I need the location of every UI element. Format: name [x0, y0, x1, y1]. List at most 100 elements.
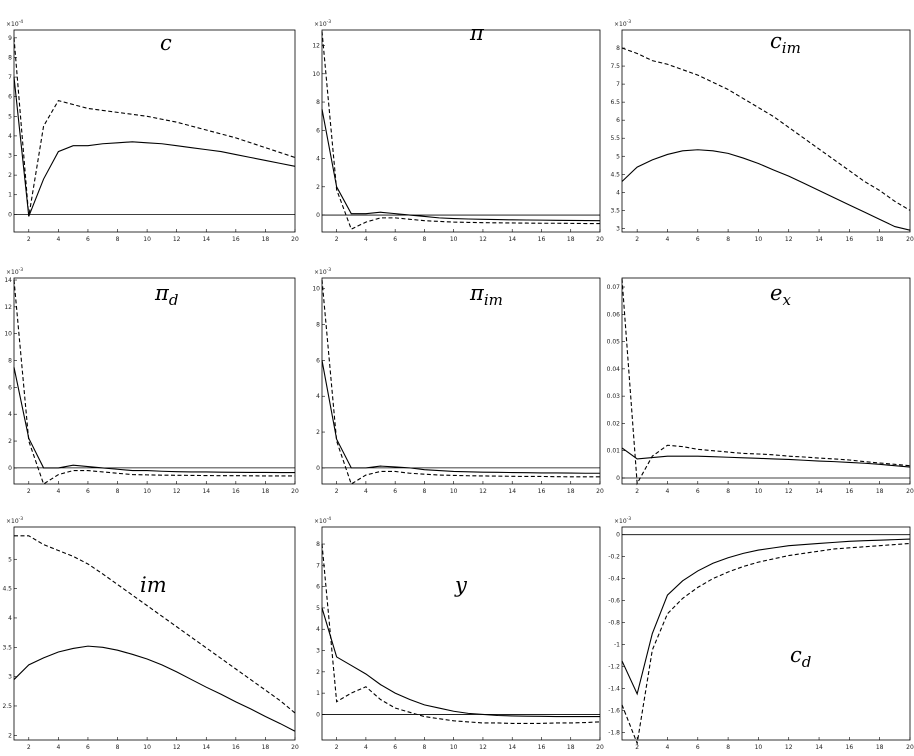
y-tick-label: 0: [316, 465, 320, 472]
x-tick-label: 20: [906, 236, 914, 243]
y-tick-label: -0.8: [608, 620, 620, 627]
multiplier-base: ×10: [6, 21, 19, 28]
x-tick-label: 12: [785, 488, 793, 495]
plot-frame: [13, 277, 296, 485]
x-tick-label: 18: [262, 236, 270, 243]
y-tick-label: -0.6: [608, 598, 620, 605]
x-tick-label: 12: [173, 744, 181, 751]
x-tick-label: 18: [876, 744, 884, 751]
y-tick-label: 0: [8, 211, 12, 218]
x-tick-label: 16: [232, 488, 240, 495]
y-tick-label: 6: [616, 117, 620, 124]
x-tick-label: 14: [202, 744, 210, 751]
x-tick-label: 10: [143, 744, 151, 751]
x-tick-label: 16: [538, 488, 546, 495]
x-tick-label: 2: [335, 236, 339, 243]
plot-frame: [621, 277, 911, 485]
x-tick-label: 4: [364, 488, 368, 495]
x-tick-label: 20: [291, 236, 299, 243]
x-tick-label: 6: [696, 488, 700, 495]
y-tick-label: 5.5: [610, 135, 620, 142]
y-tick-label: 5: [8, 556, 12, 563]
x-tick-label: 8: [726, 488, 730, 495]
x-tick-label: 10: [143, 488, 151, 495]
x-tick-label: 12: [479, 488, 487, 495]
panel-title: y: [454, 573, 468, 597]
series-line: [321, 360, 600, 474]
x-tick-label: 6: [86, 236, 90, 243]
x-tick-label: 16: [232, 744, 240, 751]
x-tick-label: 6: [393, 488, 397, 495]
multiplier-exponent: -3: [627, 516, 632, 522]
x-tick-label: 16: [538, 236, 546, 243]
x-tick-label: 12: [785, 744, 793, 751]
y-tick-label: 6: [316, 584, 320, 591]
multiplier-exponent: -3: [19, 267, 24, 273]
y-tick-label: 0: [316, 711, 320, 718]
x-tick-label: 20: [596, 236, 604, 243]
title-main: π: [469, 281, 485, 305]
y-tick-label: 12: [4, 304, 12, 311]
y-tick-label: 10: [312, 286, 320, 293]
multiplier-exponent: -3: [327, 19, 332, 25]
series-line: [621, 538, 911, 696]
y-tick-label: 9: [8, 35, 12, 42]
x-tick-label: 14: [202, 488, 210, 495]
y-tick-label: 2: [8, 438, 12, 445]
title-main: c: [770, 29, 782, 53]
x-tick-label: 20: [906, 744, 914, 751]
x-tick-label: 4: [56, 236, 60, 243]
y-tick-label: 7: [8, 74, 12, 81]
y-tick-label: 2: [316, 669, 320, 676]
y-tick-label: 5: [316, 605, 320, 612]
y-tick-label: 4: [316, 393, 320, 400]
series-line: [621, 47, 911, 211]
y-tick-label: 0.06: [607, 311, 621, 318]
x-tick-label: 18: [567, 488, 575, 495]
x-tick-label: 12: [479, 236, 487, 243]
plot-frame: [321, 277, 601, 485]
x-tick-label: 2: [335, 744, 339, 751]
x-tick-label: 20: [596, 744, 604, 751]
panel: 2 4 6 8 10 12 14 16 18 20 0 2 4 6 8 10 12 ×10-3 π: [312, 19, 604, 243]
panel: 2 4 6 8 10 12 14 16 18 20 2 2.5 3 3.5 4 4.5 5 ×10-3 im: [2, 516, 299, 751]
multiplier-exponent: -4: [327, 516, 332, 522]
series-line: [321, 543, 601, 724]
x-tick-label: 16: [846, 488, 854, 495]
axis-multiplier: ×10-3: [314, 19, 331, 28]
x-tick-label: 14: [815, 488, 823, 495]
panel-title: πd: [154, 281, 178, 309]
panel-title: π: [469, 21, 485, 45]
x-tick-label: 4: [666, 236, 670, 243]
plot-frame: [321, 29, 601, 233]
multiplier-base: ×10: [314, 269, 327, 276]
y-tick-label: 1: [316, 690, 320, 697]
plot-frame: [621, 29, 911, 233]
y-tick-label: 3.5: [610, 207, 620, 214]
y-tick-label: 5: [616, 153, 620, 160]
panel-title: cim: [770, 29, 801, 57]
y-tick-label: 2: [8, 172, 12, 179]
panel: 2 4 6 8 10 12 14 16 18 20 -1.8 -1.6 -1.4 -1.2 -1 -0.8 -0…: [608, 516, 914, 751]
x-tick-label: 4: [364, 236, 368, 243]
title-subscript: d: [169, 291, 179, 309]
x-tick-label: 18: [262, 744, 270, 751]
x-tick-label: 14: [202, 236, 210, 243]
y-tick-label: 2: [8, 732, 12, 739]
x-tick-label: 8: [726, 236, 730, 243]
y-tick-label: 2.5: [2, 703, 12, 710]
x-tick-label: 16: [232, 236, 240, 243]
y-tick-label: 7.5: [610, 63, 620, 70]
series-line: [13, 77, 296, 217]
x-tick-label: 16: [846, 744, 854, 751]
panel-title: ex: [770, 281, 791, 309]
x-tick-label: 14: [508, 488, 516, 495]
y-tick-label: -1: [614, 641, 620, 648]
title-main: y: [454, 573, 468, 597]
title-main: c: [790, 643, 802, 667]
title-main: e: [770, 281, 782, 305]
plot-frame: [13, 526, 296, 741]
multiplier-exponent: -3: [627, 19, 632, 25]
x-tick-label: 16: [538, 744, 546, 751]
